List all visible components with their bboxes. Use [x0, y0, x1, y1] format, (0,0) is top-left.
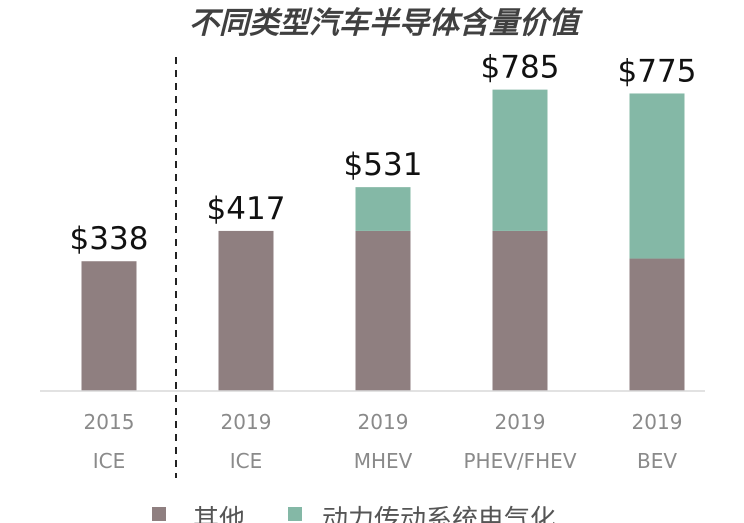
total-label-1: $417 [207, 191, 286, 227]
bar-other-1 [218, 230, 274, 391]
bars-group [81, 89, 685, 391]
bar-other-3 [492, 230, 548, 391]
legend-label-1: 动力传动系统电气化 [322, 505, 556, 523]
bar-other-4 [629, 258, 685, 391]
legend: 其他 动力传动系统电气化 [152, 505, 556, 523]
chart-title: 不同类型汽车半导体含量价值 [189, 6, 584, 41]
x-tick-label-0-1: ICE [93, 449, 126, 473]
total-label-4: $775 [618, 53, 697, 89]
total-label-0: $338 [70, 221, 149, 257]
x-tick-label-0-0: 2015 [84, 410, 135, 434]
bar-other-0 [81, 261, 137, 391]
legend-swatch-1 [288, 507, 302, 521]
totals-group: $338 $417 $531 $785 $775 [70, 50, 697, 258]
x-tick-label-1-0: 2019 [221, 410, 272, 434]
x-tick-label-1-1: ICE [230, 449, 263, 473]
x-tick-label-4-0: 2019 [632, 410, 683, 434]
x-tick-label-2-0: 2019 [358, 410, 409, 434]
bar-electrification-2 [355, 187, 411, 231]
legend-label-0: 其他 [193, 505, 245, 523]
x-tick-labels: 2015 ICE 2019 ICE 2019 MHEV 2019 PHEV/FHEV 2019 B… [84, 410, 683, 473]
x-tick-label-2-1: MHEV [354, 449, 413, 473]
legend-swatch-0 [152, 507, 166, 521]
bar-electrification-4 [629, 93, 685, 259]
x-tick-label-3-1: PHEV/FHEV [463, 449, 576, 473]
x-tick-label-3-0: 2019 [495, 410, 546, 434]
x-tick-label-4-1: BEV [637, 449, 677, 473]
bar-other-2 [355, 230, 411, 391]
total-label-2: $531 [344, 147, 423, 183]
bar-electrification-3 [492, 89, 548, 231]
total-label-3: $785 [481, 50, 560, 86]
